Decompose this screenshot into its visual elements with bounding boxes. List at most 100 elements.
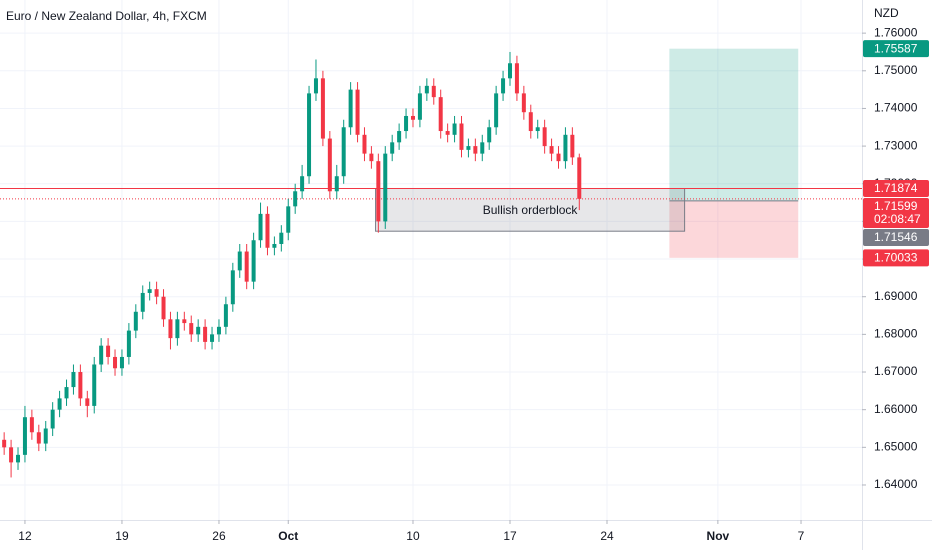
- x-tick-label: 10: [406, 529, 420, 543]
- candle-body: [92, 364, 97, 406]
- candle-body: [258, 213, 263, 241]
- candle-body: [203, 326, 208, 342]
- x-tick-label: 24: [600, 529, 614, 543]
- candle-body: [57, 398, 62, 410]
- candle-body: [473, 146, 478, 154]
- price-tag-label: 1.75587: [874, 41, 918, 55]
- candle-body: [210, 334, 215, 342]
- candle-body: [2, 439, 7, 448]
- candle-body: [410, 115, 415, 120]
- candle-body: [376, 161, 381, 222]
- candle-body: [265, 213, 270, 248]
- orderblock-label: Bullish orderblock: [483, 203, 579, 217]
- price-tag-label: 1.71599: [874, 199, 918, 213]
- price-tag-label: 1.70033: [874, 250, 918, 264]
- candle-body: [445, 131, 450, 135]
- candle-body: [452, 123, 457, 135]
- candle-body: [307, 93, 312, 177]
- y-tick-label: 1.69000: [874, 289, 918, 303]
- x-tick-label: 7: [798, 529, 805, 543]
- y-tick-label: 1.76000: [874, 25, 918, 39]
- candle-body: [119, 356, 124, 369]
- price-tag: [863, 179, 929, 197]
- x-tick-label: Nov: [707, 529, 730, 543]
- chart-title: Euro / New Zealand Dollar, 4h, FXCM: [6, 9, 207, 23]
- candle-body: [480, 142, 485, 154]
- candle-body: [563, 134, 568, 162]
- candle-body: [50, 409, 55, 429]
- candle-body: [327, 138, 332, 192]
- candle-body: [29, 417, 34, 433]
- candle-body: [514, 63, 519, 94]
- price-tag-label: 1.71546: [874, 230, 918, 244]
- y-tick-label: 1.66000: [874, 402, 918, 416]
- candle-body: [542, 127, 547, 147]
- candle-body: [196, 326, 201, 335]
- countdown-label: 02:08:47: [874, 212, 921, 226]
- candle-body: [133, 311, 138, 331]
- candle-body: [570, 134, 575, 158]
- y-tick-label: 1.64000: [874, 477, 918, 491]
- candle-body: [320, 78, 325, 139]
- orderblock: [375, 187, 686, 232]
- candle-body: [362, 134, 367, 154]
- candle-body: [459, 123, 464, 150]
- candle-body: [431, 85, 436, 98]
- candle-body: [147, 289, 152, 293]
- candle-body: [230, 270, 235, 305]
- y-tick-label: 1.73000: [874, 138, 918, 152]
- candle-body: [300, 176, 305, 192]
- target-zone: [669, 48, 799, 201]
- x-tick-label: 17: [503, 529, 517, 543]
- y-tick-label: 1.67000: [874, 364, 918, 378]
- candle-body: [71, 372, 76, 388]
- candle-body: [237, 251, 242, 271]
- candle-body: [494, 93, 499, 128]
- y-tick-label: 1.75000: [874, 63, 918, 77]
- candle-body: [85, 398, 90, 406]
- candle-body: [189, 323, 194, 335]
- candle-body: [528, 112, 533, 132]
- y-tick-label: 1.74000: [874, 101, 918, 115]
- candle-body: [355, 89, 360, 135]
- candle-body: [438, 97, 443, 132]
- candle-body: [140, 292, 145, 312]
- candle-body: [313, 78, 318, 94]
- candle-body: [286, 206, 291, 233]
- candle-body: [424, 85, 429, 94]
- candle-body: [577, 157, 582, 199]
- candle-body: [404, 115, 409, 132]
- candle-body: [501, 78, 506, 94]
- candle-body: [154, 289, 159, 297]
- price-tag: [863, 197, 929, 228]
- candle-body: [175, 319, 180, 339]
- candle-body: [251, 240, 256, 282]
- candle-body: [507, 63, 512, 79]
- candle-body: [223, 304, 228, 327]
- candle-body: [22, 417, 27, 455]
- price-tag: [863, 228, 929, 246]
- candle-body: [106, 345, 111, 357]
- candle-body: [549, 146, 554, 154]
- candle-body: [78, 372, 83, 399]
- candle-body: [272, 243, 277, 248]
- y-tick-label: 1.65000: [874, 439, 918, 453]
- candle-body: [466, 146, 471, 150]
- candle-body: [168, 319, 173, 339]
- y-tick-label: 1.68000: [874, 327, 918, 341]
- candle-body: [126, 330, 131, 357]
- candle-body: [16, 454, 21, 463]
- currency-label: NZD: [874, 6, 899, 20]
- candle-body: [36, 432, 41, 444]
- candle-body: [383, 153, 388, 222]
- x-tick-label: 19: [115, 529, 129, 543]
- candle-body: [216, 326, 221, 335]
- candle-body: [64, 387, 69, 399]
- candle-body: [369, 153, 374, 162]
- candle-body: [9, 447, 14, 463]
- candle-body: [161, 296, 166, 320]
- candle-body: [521, 93, 526, 113]
- price-tag-label: 1.71874: [874, 181, 918, 195]
- candle-body: [556, 153, 561, 162]
